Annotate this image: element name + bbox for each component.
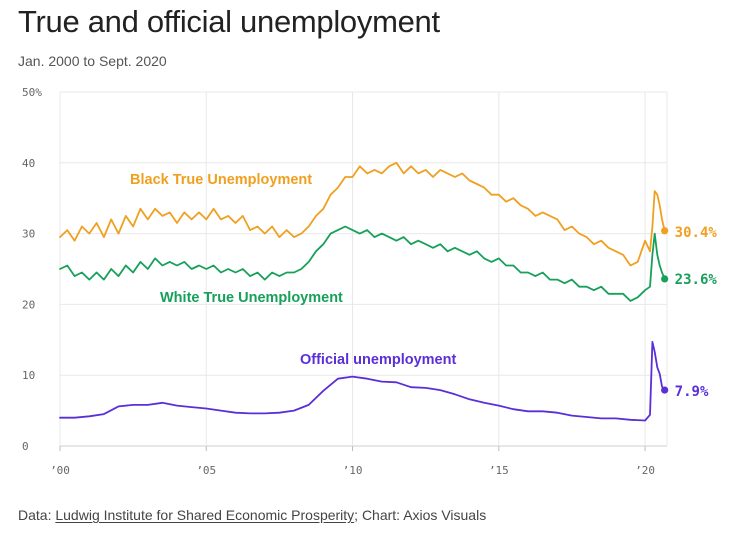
label-layer: Black True Unemployment 30.4% White True U… [130,172,717,400]
source-note: Data: Ludwig Institute for Shared Econom… [18,507,486,523]
page-title: True and official unemployment [18,4,440,39]
y-tick-label: 40 [22,157,35,170]
chart-subtitle: Jan. 2000 to Sept. 2020 [18,53,167,69]
series-end-label: 7.9% [675,384,709,400]
series-end-point [661,275,669,283]
x-tick-label: ’05 [196,464,216,477]
series-label: White True Unemployment [160,290,343,306]
axis-layer: 50% 40 30 20 10 0 ’00 ’05 ’10 ’15 ’20 [22,86,655,477]
source-prefix: Data: [18,507,56,523]
series-line [59,341,666,422]
x-tick-label: ’00 [50,464,70,477]
series-line [59,161,666,267]
series-end-point [661,227,669,235]
series-end-point [661,386,669,394]
line-chart: 50% 40 30 20 10 0 ’00 ’05 ’10 ’15 ’20 Black True U… [22,86,717,477]
series-label: Official unemployment [300,352,456,368]
series-line [59,225,666,302]
series-layer [59,161,669,422]
series-end-label: 23.6% [675,272,718,288]
x-tick-label: ’20 [635,464,655,477]
y-tick-label: 50% [22,86,42,99]
source-link[interactable]: Ludwig Institute for Shared Economic Pro… [55,507,355,523]
y-tick-label: 0 [22,440,29,453]
x-tick-label: ’10 [343,464,363,477]
grid-layer [59,91,668,447]
source-suffix: ; Chart: Axios Visuals [354,507,487,523]
y-tick-label: 10 [22,369,35,382]
series-end-label: 30.4% [675,225,718,241]
x-tick-label: ’15 [489,464,509,477]
y-tick-label: 30 [22,228,35,241]
y-tick-label: 20 [22,298,35,311]
series-label: Black True Unemployment [130,172,312,188]
